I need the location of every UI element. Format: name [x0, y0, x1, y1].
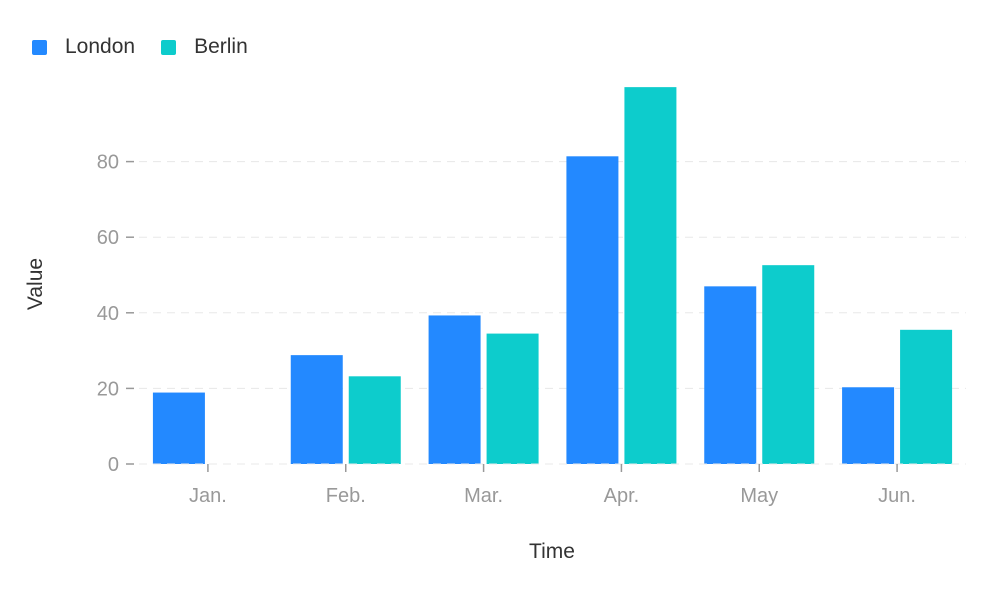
bar-london-jun[interactable] — [842, 387, 895, 464]
bars — [152, 87, 953, 465]
x-tick-label: Apr. — [604, 485, 640, 507]
y-tick-label: 80 — [97, 152, 119, 174]
legend-swatch-berlin — [161, 39, 177, 55]
legend-swatch-london — [32, 39, 47, 55]
bar-berlin-may[interactable] — [762, 265, 815, 464]
grid-lines — [139, 161, 966, 389]
legend-item-london[interactable]: London — [32, 35, 135, 59]
bar-london-feb[interactable] — [290, 355, 343, 464]
legend-item-berlin[interactable]: Berlin — [161, 35, 248, 59]
y-axis-title: Value — [24, 258, 47, 310]
bar-london-may[interactable] — [704, 286, 757, 464]
bar-berlin-feb[interactable] — [348, 376, 401, 464]
bar-london-mar[interactable] — [428, 315, 481, 464]
x-tick-label: Jan. — [189, 485, 227, 507]
bar-berlin-jun[interactable] — [900, 329, 953, 464]
bar-berlin-mar[interactable] — [486, 333, 539, 464]
bar-london-jan[interactable] — [152, 392, 205, 464]
legend-label-berlin: Berlin — [194, 35, 248, 58]
x-tick-label: Jun. — [878, 485, 916, 507]
legend: London Berlin — [32, 33, 274, 61]
x-axis: Jan. Feb. Mar. Apr. May Jun. — [139, 463, 966, 507]
y-tick-label: 20 — [97, 378, 119, 400]
y-tick-label: 0 — [108, 454, 119, 476]
x-tick-label: Feb. — [326, 485, 366, 507]
y-tick-label: 40 — [97, 303, 119, 325]
bar-berlin-apr[interactable] — [624, 87, 677, 464]
bar-london-apr[interactable] — [566, 156, 619, 465]
y-axis: 0 20 40 60 80 — [97, 152, 134, 476]
x-axis-title: Time — [529, 540, 575, 563]
x-tick-label: Mar. — [464, 485, 503, 507]
x-tick-label: May — [740, 485, 778, 507]
y-tick-label: 60 — [97, 227, 119, 249]
legend-label-london: London — [65, 35, 136, 58]
